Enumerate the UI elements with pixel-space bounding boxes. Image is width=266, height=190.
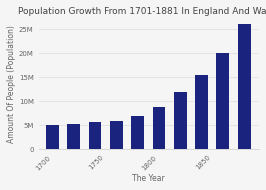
Bar <box>217 53 229 150</box>
Bar <box>238 24 251 150</box>
Bar <box>152 107 165 150</box>
Title: Population Growth From 1701-1881 In England And Wales: Population Growth From 1701-1881 In Engl… <box>18 7 266 16</box>
Bar <box>195 75 208 150</box>
Bar <box>46 125 59 150</box>
Y-axis label: Amount Of People (Population): Amount Of People (Population) <box>7 25 16 143</box>
X-axis label: The Year: The Year <box>132 174 165 183</box>
Bar <box>131 116 144 150</box>
Bar <box>110 121 123 150</box>
Bar <box>67 124 80 150</box>
Bar <box>174 92 187 150</box>
Bar <box>89 123 101 150</box>
